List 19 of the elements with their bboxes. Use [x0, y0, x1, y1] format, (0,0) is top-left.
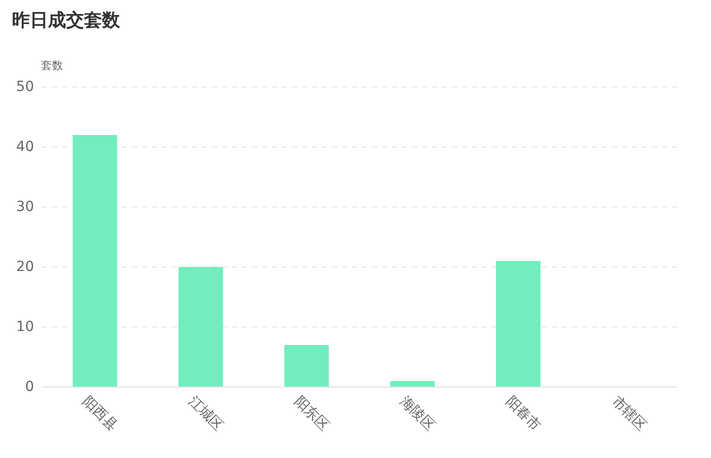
- y-tick-label: 40: [16, 139, 34, 155]
- bar: [72, 135, 118, 387]
- y-tick-label: 10: [16, 319, 34, 335]
- y-tick-label: 50: [16, 79, 34, 95]
- x-tick-label: 阳东区: [290, 393, 332, 434]
- x-tick-label: 江城区: [185, 393, 226, 434]
- x-tick-label: 阳春市: [502, 393, 544, 434]
- y-tick-label: 30: [16, 199, 34, 215]
- bar: [178, 267, 223, 387]
- y-axis-title: 套数: [41, 59, 63, 72]
- y-tick-label: 0: [25, 379, 34, 395]
- x-tick-label: 阳西县: [79, 393, 120, 434]
- chart-title: 昨日成交套数: [12, 10, 121, 31]
- bar: [390, 381, 435, 387]
- x-tick-label: 市辖区: [608, 393, 650, 434]
- x-tick-label: 海陵区: [396, 393, 438, 434]
- bar: [496, 261, 540, 387]
- y-tick-label: 20: [16, 259, 34, 275]
- bar: [284, 345, 329, 387]
